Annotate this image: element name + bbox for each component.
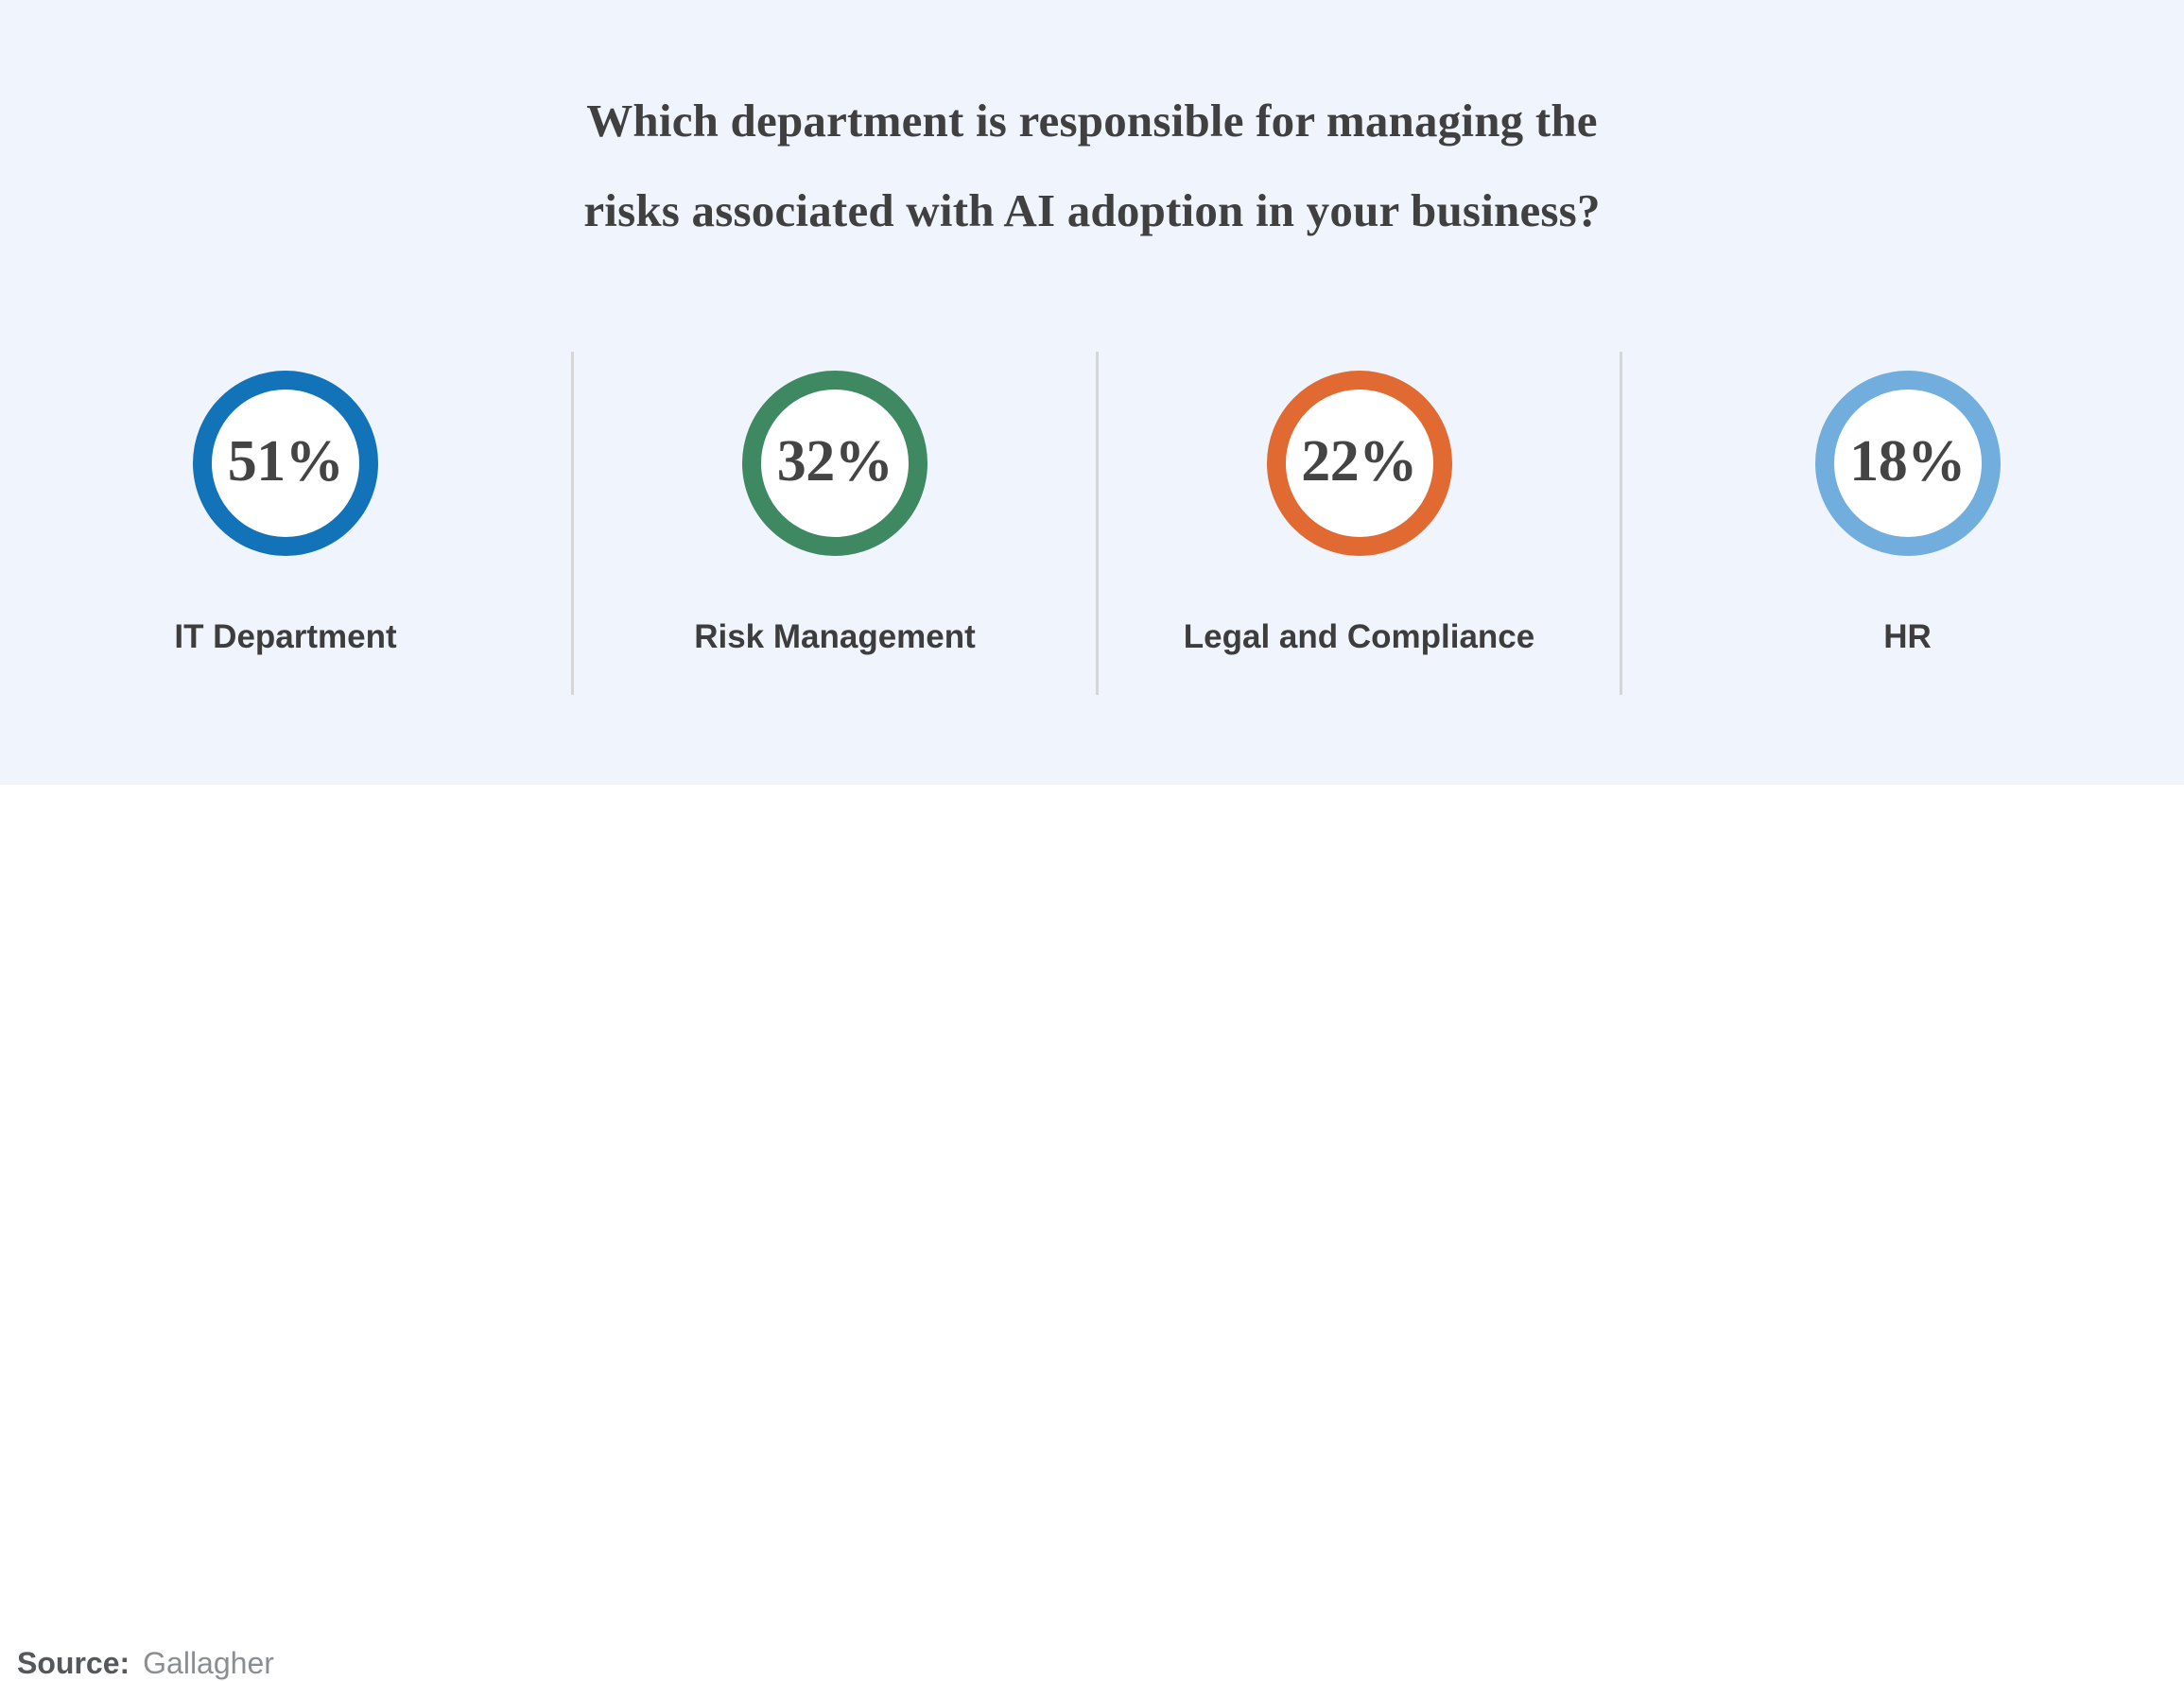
source-attribution: Source: Gallagher: [17, 1645, 274, 1681]
donut-label-legal-and-compliance: Legal and Compliance: [1183, 618, 1535, 655]
donut-chart-hr: 18%: [1814, 371, 2001, 556]
donut-value-legal-and-compliance: 22%: [1301, 429, 1417, 494]
donut-row: 51% IT Department 32% Risk Management 22…: [0, 352, 2184, 697]
donut-column-legal-and-compliance: 22% Legal and Compliance: [1099, 352, 1620, 656]
donut-column-risk-management: 32% Risk Management: [574, 352, 1096, 656]
source-label: Source:: [17, 1646, 130, 1680]
donut-label-risk-management: Risk Management: [694, 618, 976, 655]
column-divider-1: [571, 352, 574, 695]
chart-panel: Which department is responsible for mana…: [0, 0, 2184, 785]
column-divider-2: [1096, 352, 1099, 695]
footer: Source: Gallagher: [0, 785, 2184, 1680]
donut-column-it-department: 51% IT Department: [0, 352, 571, 656]
donut-chart-it-department: 51%: [193, 371, 378, 556]
donut-value-it-department: 51%: [227, 429, 344, 494]
source-value: Gallagher: [143, 1646, 274, 1680]
donut-chart-risk-management: 32%: [742, 371, 927, 556]
donut-label-it-department: IT Department: [174, 618, 397, 655]
donut-label-hr: HR: [1883, 618, 1932, 655]
donut-value-risk-management: 32%: [776, 429, 893, 494]
column-divider-3: [1620, 352, 1622, 695]
donut-value-hr: 18%: [1849, 429, 1966, 494]
page-title: Which department is responsible for mana…: [583, 95, 1601, 236]
donut-column-hr: 18% HR: [1622, 352, 2184, 656]
donut-chart-legal-and-compliance: 22%: [1266, 371, 1452, 556]
